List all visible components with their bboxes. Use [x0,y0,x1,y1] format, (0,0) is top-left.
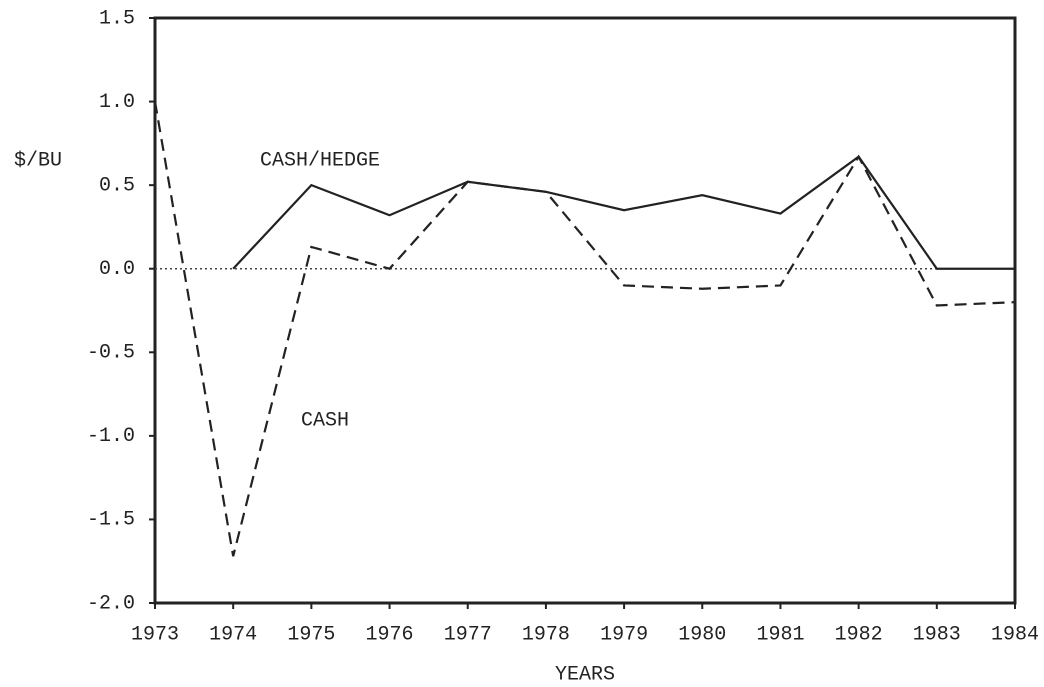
y-tick-label: 1.0 [99,91,135,114]
plot-frame [153,16,1017,605]
y-tick-label: -2.0 [87,592,135,615]
y-tick-label: -1.0 [87,425,135,448]
series-line [153,101,1016,557]
series-annotation: CASH/HEDGE [260,149,380,172]
x-tick-label: 1981 [756,623,804,646]
x-tick-label: 1975 [287,623,335,646]
series-line [232,155,1015,270]
series-annotation: CASH [301,409,349,432]
x-tick-label: 1974 [209,623,257,646]
x-tick-label: 1982 [835,623,883,646]
y-tick-label: 0.0 [99,258,135,281]
x-tick-label: 1973 [131,623,179,646]
y-tick-label: -1.5 [87,509,135,532]
x-tick-label: 1984 [991,623,1039,646]
x-tick-label: 1976 [366,623,414,646]
x-tick-label: 1979 [600,623,648,646]
x-axis-label: YEARS [555,663,615,686]
x-tick-label: 1977 [444,623,492,646]
y-axis-label: $/BU [14,149,62,172]
x-tick-label: 1980 [678,623,726,646]
y-tick-label: 1.5 [99,7,135,30]
y-tick-label: 0.5 [99,174,135,197]
x-tick-label: 1983 [913,623,961,646]
x-tick-label: 1978 [522,623,570,646]
y-tick-label: -0.5 [87,342,135,365]
